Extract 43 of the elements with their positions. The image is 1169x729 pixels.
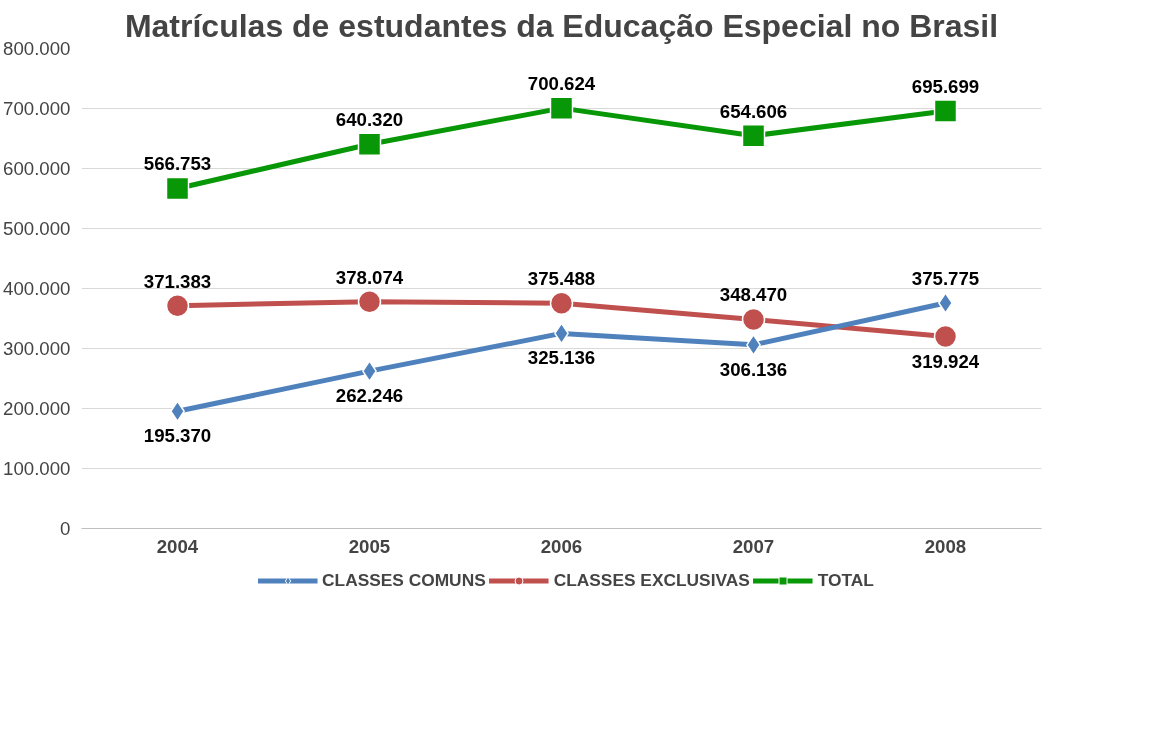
x-tick-label: 2007 xyxy=(732,535,775,557)
y-tick-label: 200.000 xyxy=(3,398,71,419)
point xyxy=(357,132,382,157)
x-tick-label: 2006 xyxy=(540,535,583,557)
data-label: 348.470 xyxy=(719,284,788,306)
data-label: 375.488 xyxy=(527,268,596,290)
legend-label: TOTAL xyxy=(817,569,874,591)
legend-label: CLASSES EXCLUSIVAS xyxy=(553,569,750,591)
point xyxy=(165,176,190,201)
y-tick-label: 0 xyxy=(60,518,71,539)
point xyxy=(933,99,958,123)
point xyxy=(357,289,382,314)
data-label: 319.924 xyxy=(911,350,980,372)
chart-title: Matrículas de estudantes da Educação Especial no Brasil xyxy=(124,7,999,44)
point xyxy=(549,96,574,120)
data-label: 566.753 xyxy=(143,153,212,175)
x-tick-label: 2008 xyxy=(924,535,967,557)
point xyxy=(165,293,190,318)
data-label: 262.246 xyxy=(335,385,404,407)
point xyxy=(741,123,766,148)
x-tick-label: 2005 xyxy=(348,535,391,557)
data-label: 325.136 xyxy=(527,347,596,369)
point xyxy=(933,324,958,349)
y-tick-label: 500.000 xyxy=(3,218,71,239)
data-label: 378.074 xyxy=(335,266,404,288)
data-label: 654.606 xyxy=(719,100,788,122)
y-tick-label: 700.000 xyxy=(3,98,71,119)
y-tick-label: 800.000 xyxy=(3,38,71,59)
y-tick-label: 400.000 xyxy=(3,278,71,299)
data-label: 700.624 xyxy=(527,73,596,95)
legend-label: CLASSES COMUNS xyxy=(322,569,486,591)
point xyxy=(741,307,766,332)
data-label: 371.383 xyxy=(143,270,212,292)
data-label: 695.699 xyxy=(911,76,980,98)
data-label: 375.775 xyxy=(911,268,980,290)
y-tick-label: 300.000 xyxy=(3,338,71,359)
y-tick-label: 600.000 xyxy=(3,158,71,179)
data-label: 195.370 xyxy=(143,425,212,447)
point xyxy=(549,291,574,315)
x-tick-label: 2004 xyxy=(156,535,199,557)
y-tick-label: 100.000 xyxy=(3,458,71,479)
data-label: 306.136 xyxy=(719,358,788,380)
data-label: 640.320 xyxy=(335,109,404,131)
